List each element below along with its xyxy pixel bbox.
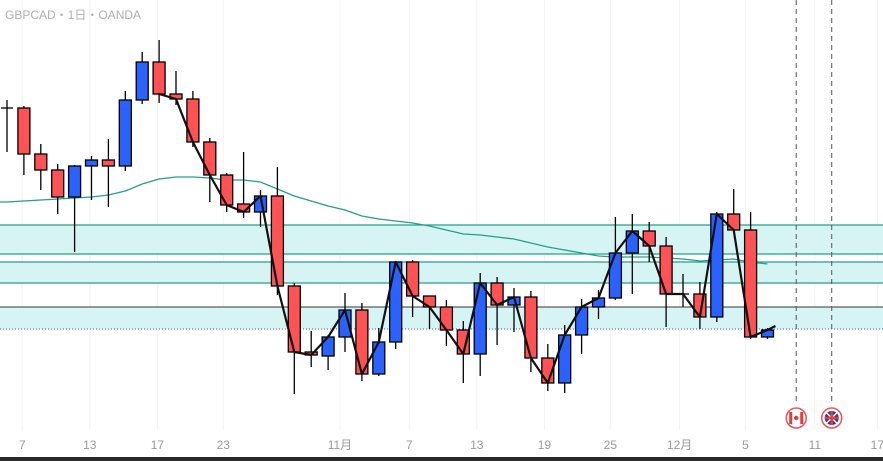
x-tick-label: 11 [809,438,822,452]
bottom-border [0,457,883,461]
candle-down[interactable] [152,61,166,95]
x-tick-label: 11月 [328,438,352,452]
maple-leaf-icon [794,415,799,421]
candle-up[interactable] [321,336,335,357]
candle-up[interactable] [608,252,623,299]
chart-title: GBPCAD・1日・OANDA [5,8,142,22]
x-tick-label: 5 [742,438,749,452]
candle-down[interactable] [727,213,741,231]
x-tick-label: 13 [83,438,97,452]
x-tick-label: 13 [470,438,484,452]
canada-flag-band [800,412,804,424]
candle-down[interactable] [101,159,116,167]
candle-down[interactable] [17,107,31,155]
candle-up[interactable] [118,99,132,167]
canada-flag-band [789,412,793,424]
close-price-line[interactable] [158,92,776,385]
x-tick-label: 7 [406,438,413,452]
candle-down[interactable] [405,261,420,297]
x-tick-label: 25 [604,438,618,452]
candle-down[interactable] [743,229,758,338]
candle-up[interactable] [372,341,386,375]
candle-down[interactable] [34,153,48,171]
x-tick-label: 17 [871,438,883,452]
candle-up[interactable] [710,213,724,318]
x-tick-label: 23 [217,438,231,452]
candle-down[interactable] [270,195,285,287]
candle-down[interactable] [490,282,504,306]
candle-up[interactable] [574,306,589,336]
candle-down[interactable] [51,169,65,198]
x-tick-label: 17 [151,438,165,452]
candle-down[interactable] [524,296,538,359]
candle-down[interactable] [659,245,673,295]
x-tick-label: 12月 [667,438,692,452]
candle-down[interactable] [439,306,454,331]
candle-up[interactable] [389,261,403,343]
candle-up[interactable] [135,61,149,101]
candle-up[interactable] [473,282,487,355]
candle-down[interactable] [186,98,200,143]
x-tick-label: 7 [19,438,26,452]
x-tick-label: 19 [538,438,552,452]
candle-down[interactable] [287,285,301,353]
candle-down[interactable] [220,174,234,206]
candle-up[interactable] [84,159,99,167]
candle-up[interactable] [558,334,572,384]
candle-up[interactable] [67,165,82,198]
moving-average-line[interactable] [0,176,768,265]
candle-down[interactable] [642,230,656,247]
candle-down[interactable] [203,141,217,176]
